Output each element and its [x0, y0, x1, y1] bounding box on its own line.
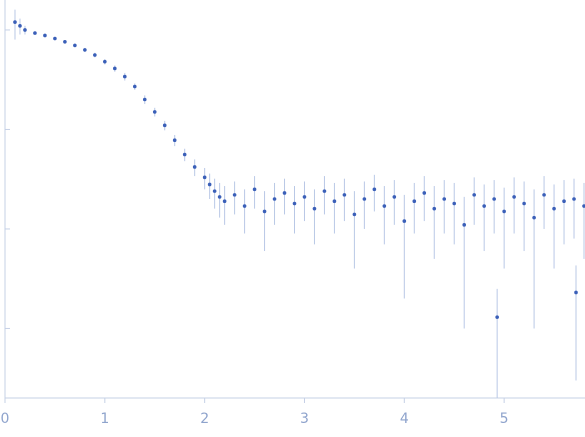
data-point	[332, 199, 337, 204]
data-point	[292, 201, 297, 206]
data-point	[272, 197, 277, 201]
x-tick-label: 4	[400, 411, 409, 427]
data-point	[462, 223, 467, 227]
data-point	[472, 193, 476, 197]
data-point	[322, 189, 327, 193]
data-point	[342, 193, 347, 197]
data-point	[362, 197, 367, 201]
data-point	[217, 195, 222, 199]
data-point	[152, 110, 157, 114]
data-point	[18, 24, 22, 28]
data-point	[482, 204, 486, 208]
data-point	[312, 206, 317, 211]
data-point	[172, 138, 177, 142]
data-point	[13, 20, 17, 24]
data-point	[574, 290, 578, 295]
data-point	[402, 219, 407, 223]
data-point	[222, 199, 227, 204]
data-point	[442, 197, 447, 201]
data-point	[83, 48, 87, 52]
data-point	[122, 74, 127, 79]
data-point	[73, 43, 77, 48]
data-point	[113, 66, 117, 71]
data-point	[572, 197, 576, 201]
x-tick-label: 5	[500, 411, 509, 427]
data-point	[53, 36, 57, 41]
data-point	[552, 206, 556, 211]
data-point	[252, 187, 257, 192]
data-point	[93, 53, 97, 57]
data-point	[182, 152, 187, 157]
data-point	[132, 84, 137, 89]
data-point	[522, 201, 526, 206]
data-point	[162, 123, 167, 128]
data-point	[63, 40, 67, 44]
data-point	[502, 209, 506, 214]
data-point	[352, 212, 357, 217]
data-point	[207, 182, 212, 187]
data-point	[422, 191, 427, 195]
data-point	[562, 199, 566, 204]
data-point	[23, 28, 27, 32]
data-point	[432, 206, 437, 211]
data-point	[212, 189, 217, 193]
data-point	[392, 195, 397, 199]
data-point	[142, 97, 147, 102]
data-point	[103, 59, 107, 64]
data-point	[582, 204, 585, 208]
x-tick-label: 3	[300, 411, 309, 427]
data-point	[242, 204, 247, 208]
data-point	[412, 199, 417, 204]
data-point	[532, 215, 536, 220]
data-point	[232, 193, 237, 197]
x-tick-label: 1	[100, 411, 109, 427]
x-tick-label: 2	[200, 411, 209, 427]
data-point	[43, 33, 47, 38]
x-tick-label: 0	[1, 411, 10, 427]
data-point	[492, 197, 496, 201]
data-point	[192, 165, 197, 169]
data-point	[372, 187, 377, 192]
data-point	[33, 31, 37, 35]
data-point	[202, 175, 207, 180]
data-point	[382, 204, 387, 208]
data-point	[302, 195, 307, 199]
data-point	[495, 315, 499, 319]
data-point	[452, 201, 457, 206]
data-point	[512, 195, 516, 199]
data-point	[542, 193, 546, 197]
data-point	[282, 191, 287, 195]
data-point	[262, 209, 267, 214]
